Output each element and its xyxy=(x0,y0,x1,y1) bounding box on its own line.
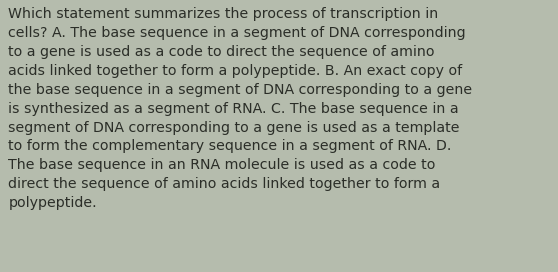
Text: Which statement summarizes the process of transcription in
cells? A. The base se: Which statement summarizes the process o… xyxy=(8,7,473,210)
